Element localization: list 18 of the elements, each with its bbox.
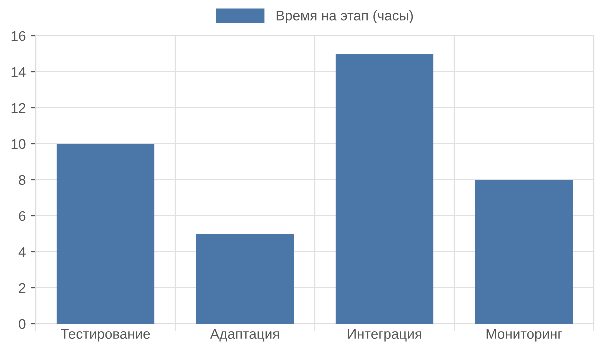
legend-label: Время на этап (часы)	[276, 10, 414, 24]
bar	[196, 234, 294, 324]
y-tick-label: 6	[19, 211, 26, 222]
x-tick-label: Мониторинг	[486, 329, 562, 342]
bar	[475, 180, 574, 324]
y-tick-label: 16	[12, 31, 26, 42]
bar	[336, 54, 434, 324]
x-tick-label: Тестирование	[61, 329, 150, 342]
y-tick-label: 0	[19, 319, 26, 330]
y-tick-label: 4	[18, 247, 26, 258]
y-tick-label: 12	[12, 103, 26, 114]
y-tick-label: 8	[19, 175, 26, 186]
y-tick-label: 2	[19, 283, 26, 294]
x-tick-label: Адаптация	[210, 329, 280, 342]
x-tick-label: Интеграция	[348, 329, 422, 342]
y-tick-label: 14	[12, 67, 26, 78]
y-tick-label: 10	[12, 139, 26, 150]
bar	[56, 144, 155, 324]
